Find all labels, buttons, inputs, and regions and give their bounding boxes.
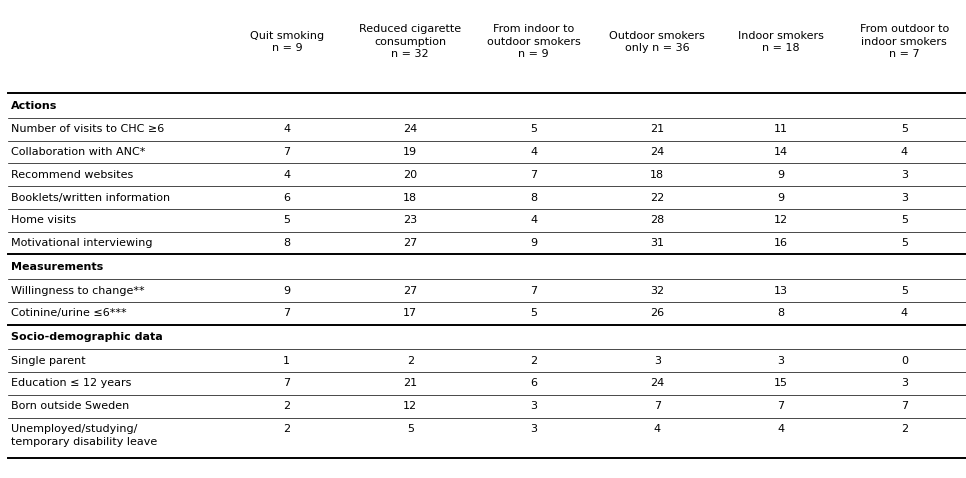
Text: 27: 27 bbox=[403, 285, 417, 295]
Text: Collaboration with ANC*: Collaboration with ANC* bbox=[11, 147, 145, 157]
Text: Single parent: Single parent bbox=[11, 356, 85, 366]
Text: 3: 3 bbox=[654, 356, 661, 366]
Text: 2: 2 bbox=[530, 356, 537, 366]
Text: Outdoor smokers
only n = 36: Outdoor smokers only n = 36 bbox=[610, 31, 705, 53]
Text: Willingness to change**: Willingness to change** bbox=[11, 285, 144, 295]
Text: From indoor to
outdoor smokers
n = 9: From indoor to outdoor smokers n = 9 bbox=[487, 24, 581, 59]
Text: 8: 8 bbox=[530, 193, 537, 203]
Text: 24: 24 bbox=[403, 124, 417, 134]
Text: Booklets/written information: Booklets/written information bbox=[11, 193, 170, 203]
Text: 2: 2 bbox=[900, 424, 908, 434]
Text: Number of visits to CHC ≥6: Number of visits to CHC ≥6 bbox=[11, 124, 164, 134]
Text: 5: 5 bbox=[900, 238, 908, 248]
Text: 3: 3 bbox=[900, 379, 908, 389]
Text: From outdoor to
indoor smokers
n = 7: From outdoor to indoor smokers n = 7 bbox=[860, 24, 949, 59]
Text: 4: 4 bbox=[283, 170, 291, 180]
Text: 7: 7 bbox=[900, 401, 908, 411]
Text: 5: 5 bbox=[283, 215, 291, 225]
Text: 11: 11 bbox=[774, 124, 787, 134]
Text: 22: 22 bbox=[650, 193, 665, 203]
Text: 3: 3 bbox=[530, 401, 537, 411]
Text: 3: 3 bbox=[900, 193, 908, 203]
Text: 1: 1 bbox=[283, 356, 291, 366]
Text: 7: 7 bbox=[654, 401, 661, 411]
Text: Actions: Actions bbox=[11, 101, 57, 110]
Text: 32: 32 bbox=[650, 285, 665, 295]
Text: 5: 5 bbox=[900, 215, 908, 225]
Text: 7: 7 bbox=[530, 285, 537, 295]
Text: 16: 16 bbox=[774, 238, 787, 248]
Text: 17: 17 bbox=[403, 308, 417, 318]
Text: 7: 7 bbox=[283, 147, 291, 157]
Text: 4: 4 bbox=[654, 424, 661, 434]
Text: 7: 7 bbox=[283, 308, 291, 318]
Text: 8: 8 bbox=[778, 308, 784, 318]
Text: 12: 12 bbox=[774, 215, 788, 225]
Text: 6: 6 bbox=[530, 379, 537, 389]
Text: Born outside Sweden: Born outside Sweden bbox=[11, 401, 128, 411]
Text: Cotinine/urine ≤6***: Cotinine/urine ≤6*** bbox=[11, 308, 127, 318]
Text: 8: 8 bbox=[283, 238, 291, 248]
Text: 21: 21 bbox=[650, 124, 665, 134]
Text: 13: 13 bbox=[774, 285, 787, 295]
Text: 4: 4 bbox=[900, 308, 908, 318]
Text: 9: 9 bbox=[778, 170, 784, 180]
Text: 24: 24 bbox=[650, 147, 665, 157]
Text: 4: 4 bbox=[900, 147, 908, 157]
Text: 5: 5 bbox=[407, 424, 413, 434]
Text: 15: 15 bbox=[774, 379, 787, 389]
Text: 18: 18 bbox=[403, 193, 417, 203]
Text: 14: 14 bbox=[774, 147, 788, 157]
Text: Education ≤ 12 years: Education ≤ 12 years bbox=[11, 379, 131, 389]
Text: 4: 4 bbox=[283, 124, 291, 134]
Text: 7: 7 bbox=[283, 379, 291, 389]
Text: 5: 5 bbox=[900, 124, 908, 134]
Text: 24: 24 bbox=[650, 379, 665, 389]
Text: 5: 5 bbox=[900, 285, 908, 295]
Text: 20: 20 bbox=[403, 170, 417, 180]
Text: Measurements: Measurements bbox=[11, 262, 102, 272]
Text: Motivational interviewing: Motivational interviewing bbox=[11, 238, 152, 248]
Text: 9: 9 bbox=[283, 285, 291, 295]
Text: 4: 4 bbox=[778, 424, 784, 434]
Text: 9: 9 bbox=[778, 193, 784, 203]
Text: Quit smoking
n = 9: Quit smoking n = 9 bbox=[250, 31, 324, 53]
Text: 2: 2 bbox=[283, 401, 291, 411]
Text: Indoor smokers
n = 18: Indoor smokers n = 18 bbox=[738, 31, 824, 53]
Text: 21: 21 bbox=[403, 379, 417, 389]
Text: 18: 18 bbox=[650, 170, 665, 180]
Text: 31: 31 bbox=[650, 238, 665, 248]
Text: 0: 0 bbox=[900, 356, 908, 366]
Text: 3: 3 bbox=[778, 356, 784, 366]
Text: Socio-demographic data: Socio-demographic data bbox=[11, 332, 162, 342]
Text: 9: 9 bbox=[530, 238, 537, 248]
Text: 4: 4 bbox=[530, 215, 537, 225]
Text: Reduced cigarette
consumption
n = 32: Reduced cigarette consumption n = 32 bbox=[359, 24, 462, 59]
Text: 19: 19 bbox=[403, 147, 417, 157]
Text: 3: 3 bbox=[530, 424, 537, 434]
Text: 2: 2 bbox=[407, 356, 413, 366]
Text: 5: 5 bbox=[530, 308, 537, 318]
Text: 3: 3 bbox=[900, 170, 908, 180]
Text: 6: 6 bbox=[283, 193, 291, 203]
Text: 4: 4 bbox=[530, 147, 537, 157]
Text: 23: 23 bbox=[403, 215, 417, 225]
Text: 12: 12 bbox=[403, 401, 417, 411]
Text: 2: 2 bbox=[283, 424, 291, 434]
Text: 28: 28 bbox=[650, 215, 665, 225]
Text: 7: 7 bbox=[530, 170, 537, 180]
Text: 5: 5 bbox=[530, 124, 537, 134]
Text: 7: 7 bbox=[778, 401, 784, 411]
Text: Home visits: Home visits bbox=[11, 215, 75, 225]
Text: 27: 27 bbox=[403, 238, 417, 248]
Text: Unemployed/studying/
temporary disability leave: Unemployed/studying/ temporary disabilit… bbox=[11, 424, 156, 447]
Text: 26: 26 bbox=[650, 308, 665, 318]
Text: Recommend websites: Recommend websites bbox=[11, 170, 133, 180]
